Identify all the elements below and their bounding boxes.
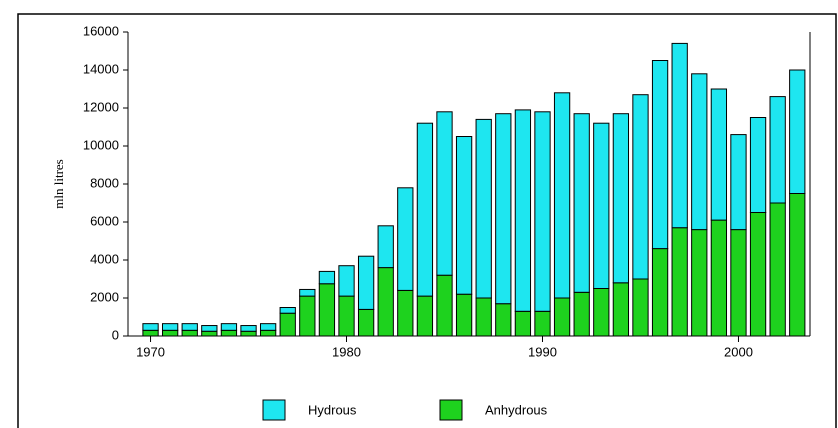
bar-segment (730, 229, 747, 337)
bar-segment (377, 267, 394, 337)
y-tick-label: 12000 (83, 99, 119, 114)
bar-segment (769, 96, 786, 204)
bar-segment (710, 219, 728, 337)
bar-segment (299, 288, 316, 297)
bar-segment (593, 288, 610, 337)
bar-segment (593, 122, 610, 289)
bar-segment (201, 330, 218, 337)
bar-segment (475, 297, 492, 337)
bar-segment (436, 111, 453, 276)
bar-segment (279, 312, 296, 337)
bar-segment (573, 291, 590, 337)
x-tick-label: 1980 (332, 344, 361, 359)
bar-segment (357, 255, 375, 310)
bar-segment (691, 73, 708, 231)
bar-segment (455, 293, 473, 337)
bar-segment (671, 227, 688, 337)
bar-segment (142, 323, 159, 331)
bar-segment (495, 113, 512, 305)
bar-segment (201, 325, 218, 332)
bar-segment (318, 270, 336, 285)
bar-segment (651, 60, 669, 250)
x-tick-label: 1990 (528, 344, 557, 359)
bar-segment (789, 69, 806, 194)
bar-segment (259, 323, 277, 331)
bar-segment (338, 295, 355, 337)
y-tick-label: 14000 (83, 61, 119, 76)
x-tick-label: 2000 (724, 344, 753, 359)
bar-segment (436, 274, 453, 337)
bar-segment (710, 88, 728, 221)
bar-segment (514, 109, 532, 312)
bar-segment (240, 330, 257, 337)
bar-segment (318, 283, 336, 337)
x-tick-label: 1970 (136, 344, 165, 359)
bar-segment (612, 282, 630, 337)
bar-segment (416, 295, 434, 337)
bar-segment (299, 295, 316, 337)
bar-segment (240, 325, 257, 332)
bar-segment (632, 94, 649, 280)
bar-segment (730, 134, 747, 231)
y-tick-label: 10000 (83, 137, 119, 152)
bar-segment (397, 187, 414, 291)
y-tick-label: 6000 (90, 213, 119, 228)
bar-segment (534, 111, 551, 312)
bar-segment (769, 202, 786, 337)
bar-segment (259, 329, 277, 337)
legend-swatch (439, 399, 463, 421)
bar-segment (749, 212, 767, 337)
bar-segment (553, 297, 571, 337)
bar-segment (142, 329, 159, 337)
bar-segment (495, 303, 512, 337)
bar-segment (161, 323, 179, 331)
y-axis-label: mln litres (51, 159, 66, 208)
bar-segment (416, 122, 434, 297)
bar-segment (181, 323, 198, 331)
bar-segment (475, 118, 492, 299)
bar-segment (573, 113, 590, 293)
bar-segment (514, 310, 532, 337)
bar-segment (553, 92, 571, 299)
y-tick-label: 8000 (90, 175, 119, 190)
bar-segment (455, 136, 473, 295)
bar-segment (534, 310, 551, 337)
bar-segment (397, 289, 414, 337)
bar-segment (161, 329, 179, 337)
bar-segment (338, 265, 355, 297)
bar-segment (789, 193, 806, 337)
bar-segment (220, 329, 238, 337)
bar-segment (671, 42, 688, 229)
bar-segment (651, 248, 669, 337)
bar-segment (632, 278, 649, 337)
bar-segment (181, 329, 198, 337)
y-tick-label: 4000 (90, 251, 119, 266)
y-tick-label: 16000 (83, 23, 119, 38)
y-tick-label: 2000 (90, 289, 119, 304)
bar-segment (749, 117, 767, 213)
legend-label: Hydrous (308, 402, 357, 417)
bar-segment (691, 229, 708, 337)
legend-swatch (262, 399, 286, 421)
y-tick-label: 0 (112, 327, 119, 342)
bar-segment (220, 323, 238, 331)
bar-segment (279, 307, 296, 314)
legend-label: Anhydrous (485, 402, 548, 417)
frame (17, 13, 837, 428)
bar-segment (612, 113, 630, 284)
bar-segment (357, 308, 375, 337)
bar-segment (377, 225, 394, 269)
